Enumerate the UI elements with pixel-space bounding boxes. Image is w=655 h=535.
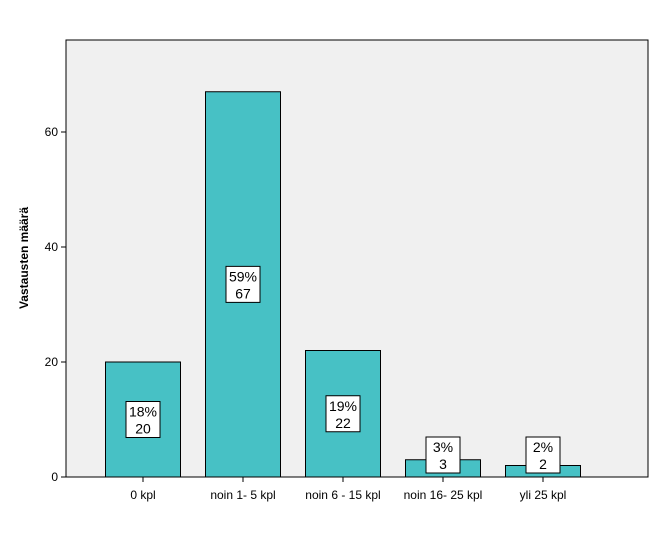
data-label-box: [525, 436, 561, 474]
percent-label: 19%: [329, 398, 357, 414]
data-label: 2%2: [525, 436, 561, 474]
data-label: 18%20: [125, 401, 161, 438]
y-tick-label: 0: [51, 470, 58, 484]
count-label: 20: [135, 421, 151, 437]
y-axis-title: Vastausten määrä: [17, 207, 31, 309]
count-label: 22: [335, 415, 351, 431]
data-labels: 18%20 59%67 19%22 3%3 2%2: [125, 265, 561, 474]
x-tick-label: noin 6 - 15 kpl: [305, 488, 380, 502]
data-label-box: [125, 401, 161, 438]
percent-label: 3%: [433, 439, 453, 455]
x-tick-label: noin 16- 25 kpl: [404, 488, 483, 502]
x-tick-label: yli 25 kpl: [520, 488, 567, 502]
count-label: 67: [235, 285, 251, 301]
x-tick-label: 0 kpl: [130, 488, 155, 502]
x-tick-label: noin 1- 5 kpl: [210, 488, 275, 502]
data-label: 19%22: [325, 395, 361, 433]
x-axis: 0 kpl noin 1- 5 kpl noin 6 - 15 kpl noin 16…: [130, 477, 566, 502]
data-label-box: [225, 265, 261, 303]
y-tick-label: 60: [45, 125, 59, 139]
count-label: 2: [539, 456, 547, 472]
y-tick-label: 20: [45, 355, 59, 369]
data-label: 59%67: [225, 265, 261, 303]
count-label: 3: [439, 456, 447, 472]
y-tick-label: 40: [45, 240, 59, 254]
y-axis: 0 20 40 60: [45, 125, 66, 484]
percent-label: 18%: [129, 404, 157, 420]
data-label-box: [425, 436, 461, 474]
percent-label: 2%: [533, 439, 553, 455]
percent-label: 59%: [229, 268, 257, 284]
data-label: 3%3: [425, 436, 461, 474]
data-label-box: [325, 395, 361, 433]
